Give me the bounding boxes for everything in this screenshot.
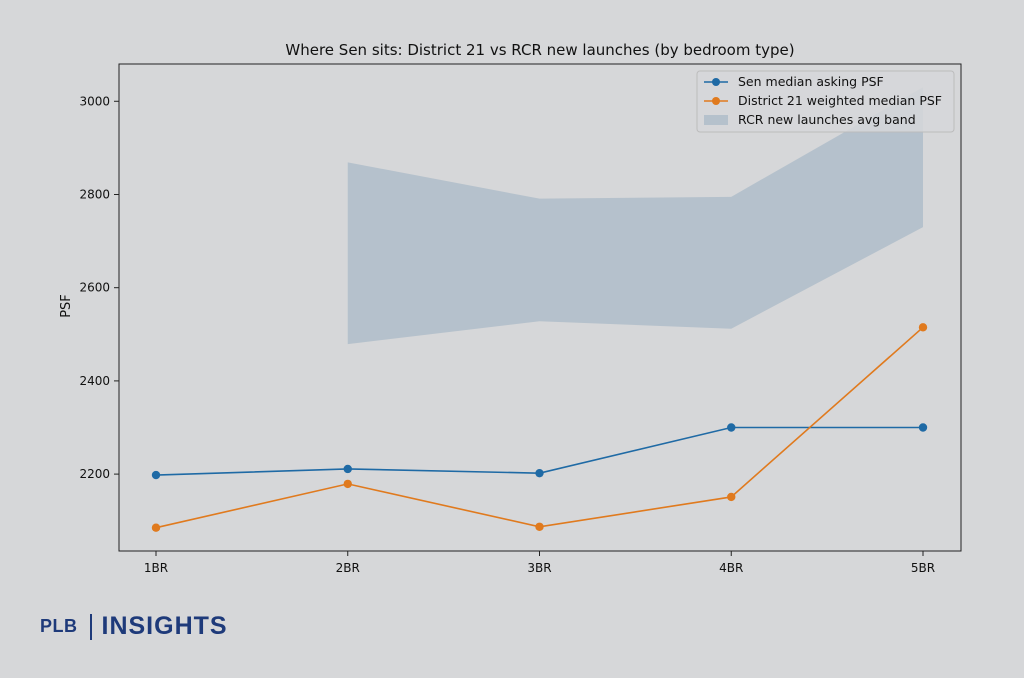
y-tick-label-2200: 2200 [79,467,110,481]
legend-box [696,70,955,133]
logo-plb: PLB [40,616,78,636]
y-tick-label-2400: 2400 [79,374,110,388]
legend-label-2: District 21 weighted median PSF [738,93,942,108]
x-tick-label-3BR: 3BR [527,561,551,575]
series-1-point-3BR [535,468,544,478]
legend-marker-1 [712,78,720,86]
series-2-point-3BR [535,522,544,531]
x-tick-label-1BR: 1BR [144,561,168,575]
logo-divider [89,613,92,640]
axis-layer: 1BR 2BR 3BR 4BR 5BR 2200 2400 2600 2800 3000 [79,94,935,575]
legend-patch-band [704,115,728,125]
legend-label-3: RCR new launches avg band [738,112,916,127]
rcr-band-layer [347,87,923,345]
y-axis-label: PSF [59,294,74,318]
series-1-point-1BR [151,470,161,480]
x-tick-label-5BR: 5BR [911,561,935,575]
legend-label-1: Sen median asking PSF [738,74,884,89]
series-1-point-2BR [343,464,352,474]
series-1 [151,423,928,480]
x-tick-label-2BR: 2BR [336,561,360,575]
series-layer [151,323,928,532]
logo-insights: INSIGHTS [101,612,228,640]
chart-title: Where Sen sits: District 21 vs RCR new l… [285,41,794,59]
series-1-point-4BR [727,423,736,432]
chart: Where Sen sits: District 21 vs RCR new l… [59,41,962,575]
rcr-band-area [347,87,923,345]
series-2-point-4BR [727,492,736,502]
y-tick-label-3000: 3000 [79,94,110,108]
series-2-point-1BR [151,523,161,532]
legend-marker-2 [712,97,720,105]
series-2 [151,323,928,532]
series-line-1 [155,426,923,476]
legend: Sen median asking PSF District 21 weighte… [696,70,955,133]
series-2-point-2BR [343,479,352,489]
y-tick-label-2800: 2800 [79,187,110,201]
series-2-point-5BR [918,323,928,332]
x-tick-label-4BR: 4BR [719,561,743,575]
plb-insights-logo: PLB INSIGHTS [40,612,228,641]
series-1-point-5BR [918,423,928,432]
y-tick-label-2600: 2600 [79,281,110,295]
